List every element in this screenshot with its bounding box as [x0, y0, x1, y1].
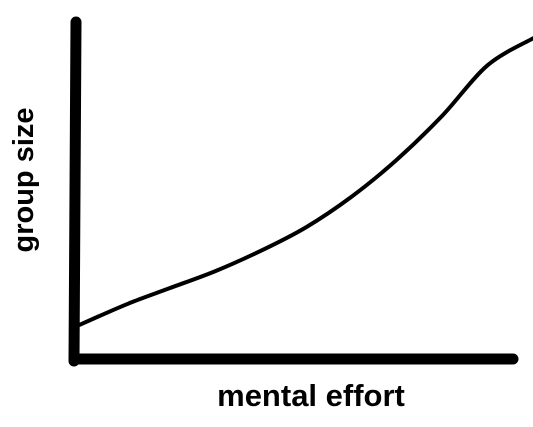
y-axis-line: [68, 16, 82, 367]
x-axis-label: mental effort: [217, 378, 405, 413]
series-points: [76, 36, 533, 327]
series-line: [76, 36, 533, 328]
y-axis-label: group size: [8, 107, 40, 252]
